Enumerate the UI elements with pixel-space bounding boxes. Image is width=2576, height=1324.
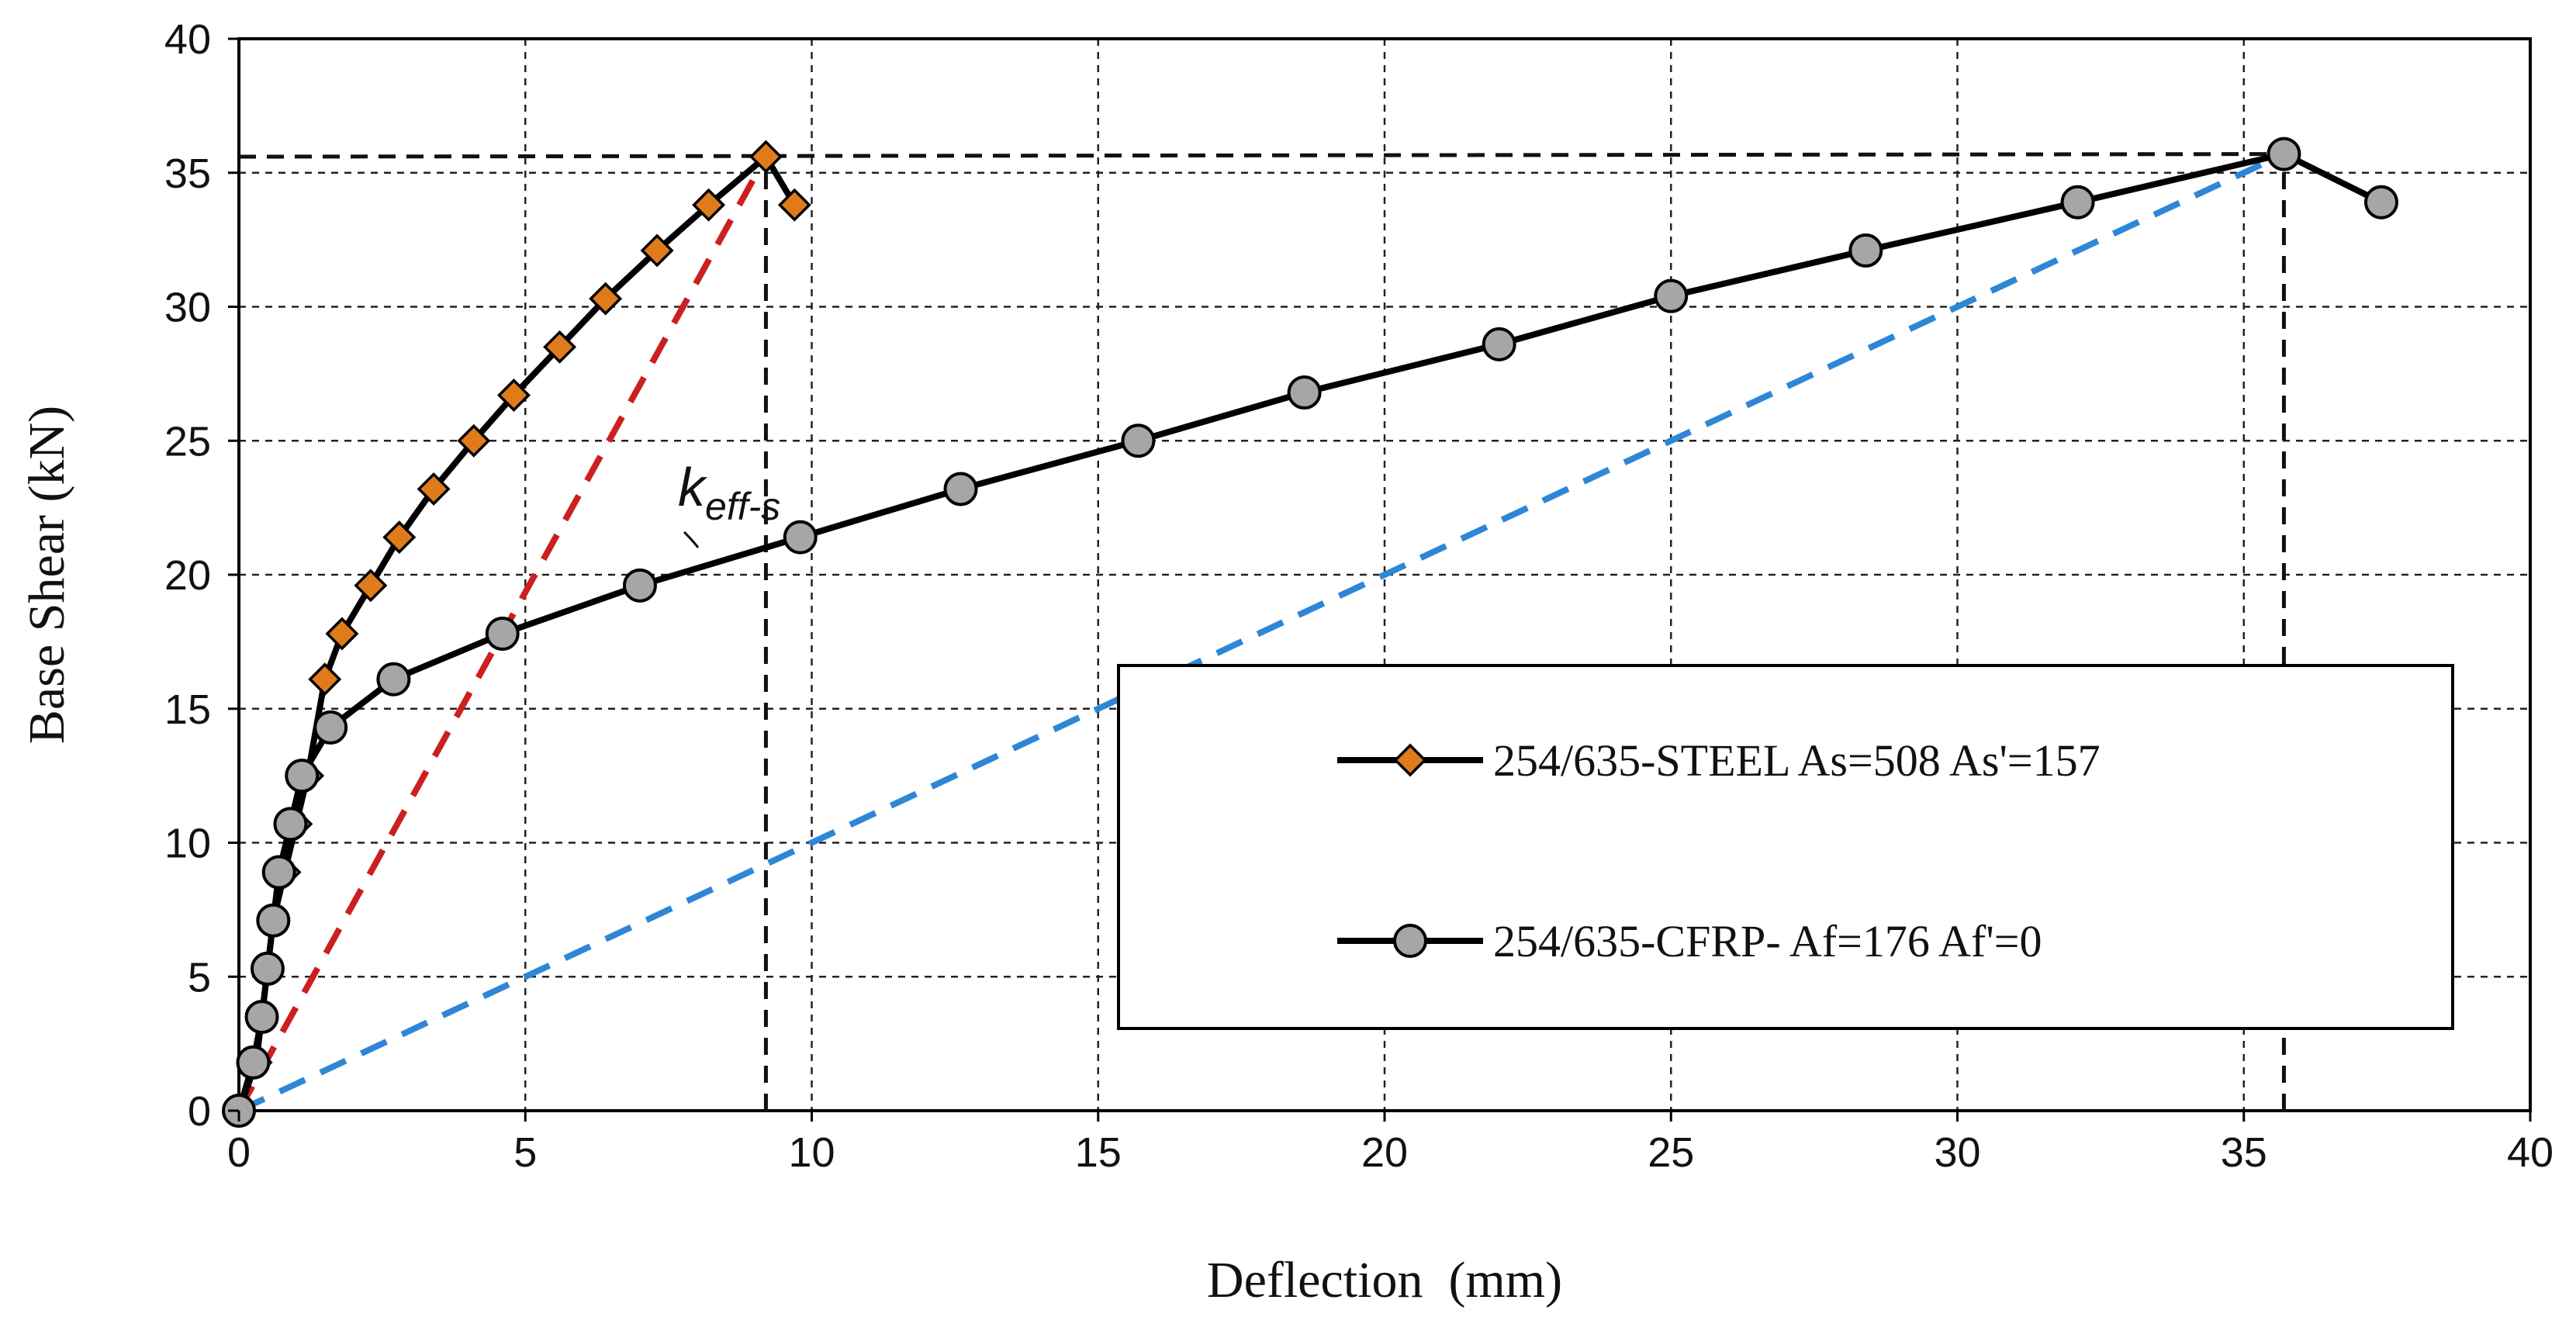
data-point-cfrp-6	[273, 807, 308, 842]
data-point-cfrp-5	[261, 855, 296, 890]
data-point-cfrp-14	[1121, 423, 1156, 458]
y-tick-label-0: 0	[188, 1088, 211, 1135]
y-tick-label-10: 10	[164, 821, 211, 867]
y-tick-label-35: 35	[164, 150, 211, 197]
annotation-k-eff-s: keff-s	[678, 457, 780, 528]
series-cfrp	[222, 137, 2398, 1128]
legend-marker-cfrp	[1393, 924, 1427, 958]
x-tick-label-30: 30	[1934, 1129, 1980, 1176]
data-point-cfrp-16	[1482, 327, 1516, 361]
legend-box	[1117, 664, 2454, 1030]
data-point-cfrp-7	[285, 759, 320, 793]
data-point-steel-17	[640, 233, 674, 268]
legend-marker-symbol-cfrp	[1393, 924, 1427, 958]
legend-label-steel: 254/635-STEEL As=508 As'=157	[1493, 735, 2101, 786]
x-axis-title: Deflection (mm)	[1207, 1252, 1562, 1308]
data-point-cfrp-11	[622, 568, 657, 603]
x-tick-label-0: 0	[227, 1129, 251, 1176]
data-point-cfrp-21	[2363, 185, 2398, 220]
legend-marker-symbol-steel	[1393, 743, 1427, 777]
data-point-steel-15	[543, 330, 577, 364]
data-point-cfrp-3	[250, 951, 285, 986]
x-tick-label-10: 10	[788, 1129, 835, 1176]
data-point-cfrp-13	[943, 472, 978, 506]
y-tick-label-30: 30	[164, 285, 211, 331]
data-point-cfrp-9	[376, 662, 411, 697]
data-point-steel-10	[354, 569, 388, 603]
y-tick-label-15: 15	[164, 686, 211, 733]
data-point-cfrp-15	[1287, 375, 1322, 410]
reference-line-1	[237, 150, 2286, 1114]
data-point-cfrp-8	[313, 710, 348, 745]
data-point-steel-20	[777, 188, 811, 222]
x-tick-label-25: 25	[1648, 1129, 1694, 1176]
x-tick-label-15: 15	[1075, 1129, 1122, 1176]
data-point-steel-14	[497, 379, 531, 412]
data-point-cfrp-2	[244, 1000, 279, 1035]
data-point-steel-18	[692, 188, 726, 222]
data-point-steel-9	[325, 617, 359, 651]
data-point-steel-19	[749, 140, 783, 174]
data-point-cfrp-10	[485, 617, 520, 652]
y-tick-label-20: 20	[164, 552, 211, 599]
y-tick-label-5: 5	[188, 954, 211, 1001]
annotations: keff-s	[678, 457, 780, 548]
x-tick-label-40: 40	[2507, 1129, 2554, 1176]
series-line-cfrp	[236, 150, 2383, 1112]
annotation-pointer	[683, 531, 700, 548]
data-point-steel-12	[417, 472, 451, 506]
x-tick-label-5: 5	[513, 1129, 537, 1176]
legend: 254/635-STEEL As=508 As'=157 254/635-CFR…	[1117, 664, 2454, 1030]
legend-label-cfrp: 254/635-CFRP- Af=176 Af'=0	[1493, 916, 2042, 966]
legend-marker-steel	[1393, 743, 1427, 777]
y-axis-title: Base Shear (kN)	[19, 406, 75, 744]
x-tick-label-20: 20	[1361, 1129, 1408, 1176]
data-point-cfrp-12	[783, 520, 818, 555]
y-tick-label-40: 40	[164, 16, 211, 63]
reference-line-2	[238, 152, 2284, 159]
data-point-cfrp-19	[2060, 185, 2095, 220]
data-point-steel-11	[382, 520, 417, 555]
data-point-steel-13	[457, 423, 491, 458]
y-tick-label-25: 25	[164, 418, 211, 465]
series-layer	[222, 137, 2398, 1128]
tick-labels: 0 5 10 15 20 25 30 35 40 0 5 10 15 20 25 30 35 40	[164, 16, 2554, 1176]
data-point-cfrp-18	[1848, 233, 1883, 268]
data-point-steel-16	[589, 282, 623, 316]
data-point-cfrp-4	[256, 903, 291, 938]
data-point-cfrp-1	[236, 1045, 271, 1080]
data-point-cfrp-20	[2267, 137, 2301, 171]
data-point-steel-8	[308, 662, 342, 697]
data-point-cfrp-17	[1654, 278, 1689, 313]
x-tick-label-35: 35	[2221, 1129, 2267, 1176]
